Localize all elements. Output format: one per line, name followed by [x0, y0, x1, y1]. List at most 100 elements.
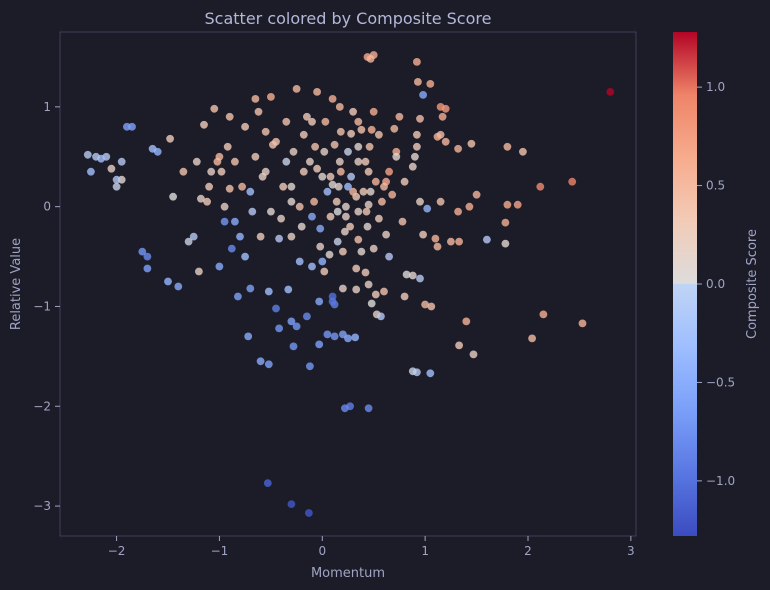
data-point: [501, 239, 510, 248]
data-point: [195, 267, 203, 276]
data-point: [426, 80, 435, 88]
data-point: [366, 55, 375, 63]
data-point: [347, 129, 355, 138]
data-point: [469, 350, 478, 359]
x-tick-label: 2: [524, 544, 532, 558]
data-point: [264, 360, 273, 369]
data-point: [454, 144, 462, 153]
data-point: [287, 317, 296, 326]
data-point: [363, 222, 372, 231]
data-point: [413, 130, 421, 139]
data-point: [328, 180, 337, 189]
data-point: [431, 234, 440, 243]
data-point: [400, 177, 409, 186]
data-point: [472, 190, 481, 199]
data-point: [371, 290, 380, 299]
data-point: [203, 197, 212, 206]
data-point: [336, 127, 345, 136]
data-point: [419, 91, 427, 99]
data-point: [354, 207, 363, 216]
colorbar-tick-label: −1.0: [706, 474, 735, 488]
data-point: [344, 147, 352, 156]
data-point: [287, 232, 296, 241]
data-point: [246, 187, 255, 196]
data-point: [261, 167, 270, 176]
data-point: [238, 182, 247, 191]
data-point: [361, 268, 370, 277]
data-point: [335, 103, 344, 111]
y-axis: −3 −2 −1 0 1: [33, 100, 60, 513]
data-point: [315, 297, 324, 306]
data-point: [225, 112, 234, 121]
data-point: [354, 157, 363, 166]
data-point: [436, 197, 445, 206]
data-point: [321, 117, 330, 126]
data-point: [400, 292, 409, 301]
data-point: [436, 103, 445, 111]
data-point: [217, 167, 226, 176]
data-point: [323, 187, 332, 196]
data-point: [246, 284, 255, 293]
data-point: [297, 222, 306, 231]
x-tick-label: −1: [211, 544, 229, 558]
y-tick-label: 0: [43, 200, 51, 214]
data-point: [234, 292, 242, 301]
data-point: [380, 182, 388, 191]
data-point: [223, 142, 232, 151]
data-point: [112, 182, 121, 191]
data-point: [227, 244, 236, 253]
data-point: [328, 297, 337, 306]
data-point: [501, 218, 510, 227]
data-point: [408, 367, 417, 376]
data-point: [231, 217, 239, 226]
data-point: [295, 257, 304, 266]
data-point: [433, 242, 442, 251]
data-point: [279, 182, 288, 191]
data-point: [292, 322, 301, 331]
data-point: [323, 330, 332, 339]
data-point: [287, 182, 296, 191]
data-point: [513, 200, 522, 209]
data-point: [138, 247, 147, 256]
data-point: [207, 167, 216, 176]
data-point: [408, 271, 417, 280]
data-point: [354, 142, 363, 151]
colorbar-label: Composite Score: [745, 229, 760, 339]
data-point: [275, 324, 283, 333]
data-point: [236, 232, 244, 241]
data-point: [414, 78, 422, 86]
data-point: [408, 162, 417, 171]
data-point: [359, 187, 368, 196]
data-point: [388, 190, 397, 199]
data-point: [366, 187, 375, 196]
data-point: [352, 264, 361, 273]
data-point: [318, 172, 327, 181]
data-point: [342, 212, 350, 221]
data-point: [251, 95, 260, 103]
data-point: [419, 230, 427, 239]
data-point: [364, 404, 373, 413]
data-point: [369, 244, 378, 253]
data-point: [251, 152, 260, 161]
data-point: [402, 270, 411, 279]
data-point: [256, 357, 265, 366]
data-point: [364, 200, 373, 209]
x-tick-label: 0: [318, 544, 326, 558]
data-point: [528, 334, 536, 343]
data-point: [308, 212, 316, 221]
data-point: [231, 157, 239, 166]
data-point: [354, 117, 363, 126]
data-point: [365, 142, 374, 151]
data-point: [261, 127, 270, 136]
data-point: [483, 235, 491, 244]
data-point: [295, 202, 304, 211]
data-point: [166, 134, 175, 143]
data-point: [220, 217, 229, 226]
data-point: [423, 204, 432, 213]
data-point: [344, 334, 352, 343]
data-point: [313, 88, 321, 96]
data-point: [192, 157, 201, 166]
data-point: [330, 140, 339, 149]
data-point: [332, 197, 341, 206]
